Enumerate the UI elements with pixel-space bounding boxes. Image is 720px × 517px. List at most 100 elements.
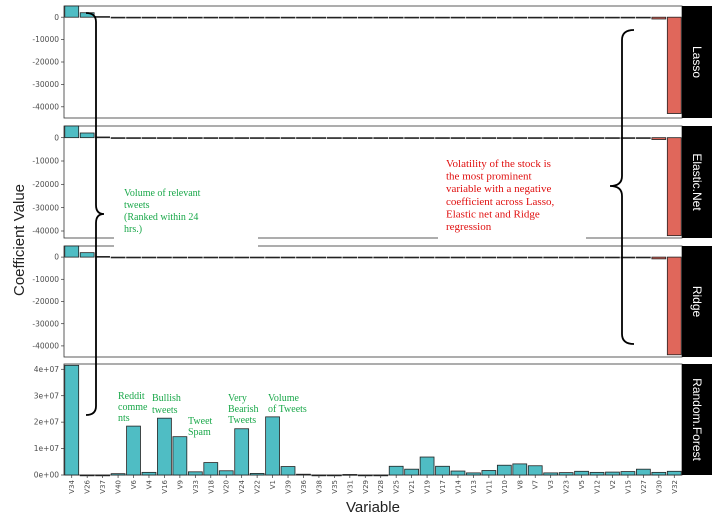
facet-strip-label: Elastic.Net: [690, 153, 704, 211]
bar-v19: [419, 16, 435, 19]
x-tick-label: V27: [640, 480, 648, 494]
bar-v14: [450, 137, 466, 139]
bar-v25: [388, 16, 404, 19]
y-tick-label: -10000: [32, 35, 59, 44]
facet-strip: [682, 6, 712, 118]
y-tick-label: 4e+07: [34, 365, 59, 374]
bar-v29: [357, 137, 373, 139]
bar-v23: [558, 256, 574, 259]
bar-v28: [373, 256, 389, 259]
bar-v39: [280, 16, 296, 19]
bar-v14: [450, 470, 466, 476]
y-tick-label: -20000: [32, 180, 59, 189]
bar-v36: [296, 16, 311, 19]
bar-v16: [157, 417, 172, 476]
x-tick-label: V31: [346, 480, 354, 494]
bar-v18: [203, 137, 219, 139]
x-tick-label: V9: [176, 480, 184, 489]
y-tick-label: -10000: [32, 157, 59, 166]
bar-v32: [666, 470, 682, 476]
bar-v30: [651, 256, 667, 260]
bar-v7: [527, 465, 543, 476]
bar-v9: [172, 256, 188, 259]
bar-v1: [265, 137, 280, 139]
bar-v3: [543, 137, 559, 139]
facet-strip-label: Lasso: [690, 46, 704, 78]
bar-v39: [280, 137, 296, 139]
bar-v18: [203, 256, 219, 259]
x-tick-label: V20: [223, 480, 231, 494]
y-tick-label: -30000: [32, 203, 59, 212]
bar-v6: [126, 16, 141, 19]
bar-v40: [110, 256, 126, 259]
y-tick-label: 0e+00: [34, 471, 59, 480]
bar-v13: [466, 256, 481, 259]
bar-v40: [110, 473, 126, 476]
bar-v23: [558, 137, 574, 139]
bar-v35: [327, 16, 342, 19]
bar-v35: [327, 137, 342, 139]
bar-v6: [126, 256, 141, 259]
bar-v33: [187, 471, 203, 476]
bar-v9: [172, 16, 188, 19]
bar-v4: [141, 256, 157, 259]
bar-v39: [280, 256, 296, 259]
bar-v4: [141, 16, 157, 19]
bar-v18: [203, 16, 219, 19]
panel-frame: [63, 245, 683, 358]
bar-v2: [605, 256, 620, 259]
bar-v37: [95, 136, 110, 139]
bar-v10: [496, 256, 512, 259]
bar-v22: [249, 16, 265, 19]
facet-strip: [682, 126, 712, 238]
annotation-box: [114, 183, 258, 247]
x-tick-label: V24: [238, 479, 246, 493]
x-tick-label: V13: [470, 480, 478, 494]
x-tick-label: V29: [362, 480, 370, 494]
bar-v5: [574, 16, 589, 19]
y-axis-title: Coefficient Value: [11, 184, 28, 296]
bar-v2: [605, 16, 620, 19]
bar-v10: [496, 464, 512, 476]
bar-v17: [435, 16, 450, 19]
bar-v29: [357, 256, 373, 259]
bar-v12: [589, 16, 605, 19]
bar-v32: [666, 16, 682, 114]
bar-v29: [357, 16, 373, 19]
annotation-box: [438, 153, 586, 243]
bar-v12: [589, 137, 605, 139]
bar-v4: [141, 137, 157, 139]
x-tick-label: V35: [331, 480, 339, 494]
bar-v19: [419, 456, 435, 476]
bar-v6: [126, 425, 141, 476]
y-tick-label: -40000: [32, 102, 59, 111]
bar-v32: [666, 256, 682, 356]
bar-v3: [543, 16, 559, 19]
annotation-tweet-spam: Tweet Spam: [188, 416, 213, 438]
y-tick-label: -10000: [32, 275, 59, 284]
y-tick-label: -30000: [32, 80, 59, 89]
y-tick-label: -20000: [32, 297, 59, 306]
bar-v9: [172, 137, 188, 139]
bar-v13: [466, 472, 481, 476]
bar-v27: [636, 468, 651, 476]
y-tick-label: 0: [54, 13, 59, 22]
bar-v32: [666, 137, 682, 237]
x-tick-label: V33: [192, 480, 200, 494]
bar-v12: [589, 256, 605, 259]
brace-volatility: [609, 29, 635, 345]
bar-v36: [296, 256, 311, 259]
bar-v33: [187, 256, 203, 259]
bar-v10: [496, 16, 512, 19]
bar-v24: [234, 428, 250, 476]
x-tick-label: V38: [315, 480, 323, 494]
bar-v6: [126, 137, 141, 139]
bar-v22: [249, 256, 265, 259]
bar-v17: [435, 256, 450, 259]
x-tick-label: V30: [655, 480, 663, 494]
bar-v2: [605, 137, 620, 139]
y-tick-label: 3e+07: [34, 391, 59, 400]
x-tick-label: V8: [516, 480, 524, 489]
x-tick-label: V34: [68, 479, 76, 493]
